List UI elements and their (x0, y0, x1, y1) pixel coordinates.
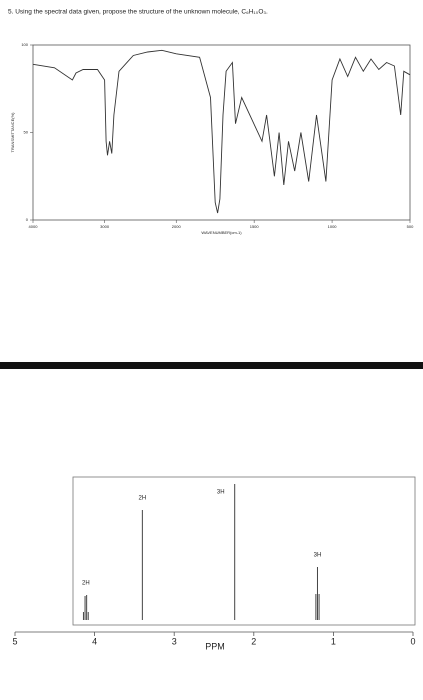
integration-label: 2H (82, 581, 90, 587)
x-tick-label: 3 (172, 636, 177, 646)
question-text: 5. Using the spectral data given, propos… (8, 9, 268, 16)
x-axis-label: WAVENUMBER(cm-1) (201, 230, 242, 235)
x-tick-label: 4 (92, 636, 97, 646)
integration-label: 3H (314, 553, 322, 559)
separator (0, 362, 423, 369)
x-tick-label: 2000 (172, 224, 182, 229)
y-tick-label: 50 (24, 130, 29, 135)
y-tick-label: 100 (21, 42, 28, 47)
x-tick-label: 2 (251, 636, 256, 646)
spectrum-line (32, 49, 411, 214)
x-tick-label: 5 (12, 636, 17, 646)
x-tick-label: 1 (331, 636, 336, 646)
x-tick-label: 500 (407, 224, 414, 229)
integration-label: 2H (139, 496, 147, 502)
y-tick-label: 0 (26, 217, 29, 222)
integration-label: 3H (217, 490, 225, 496)
x-tick-label: 4000 (29, 224, 39, 229)
y-axis-label: TRANSMITTANCE(%) (10, 112, 15, 153)
x-axis-label: PPM (205, 641, 225, 651)
x-tick-label: 1000 (328, 224, 338, 229)
plot-frame (72, 476, 416, 626)
x-tick-label: 3000 (100, 224, 110, 229)
x-tick-label: 1500 (250, 224, 260, 229)
x-tick-label: 0 (410, 636, 415, 646)
plot-frame (32, 44, 411, 221)
